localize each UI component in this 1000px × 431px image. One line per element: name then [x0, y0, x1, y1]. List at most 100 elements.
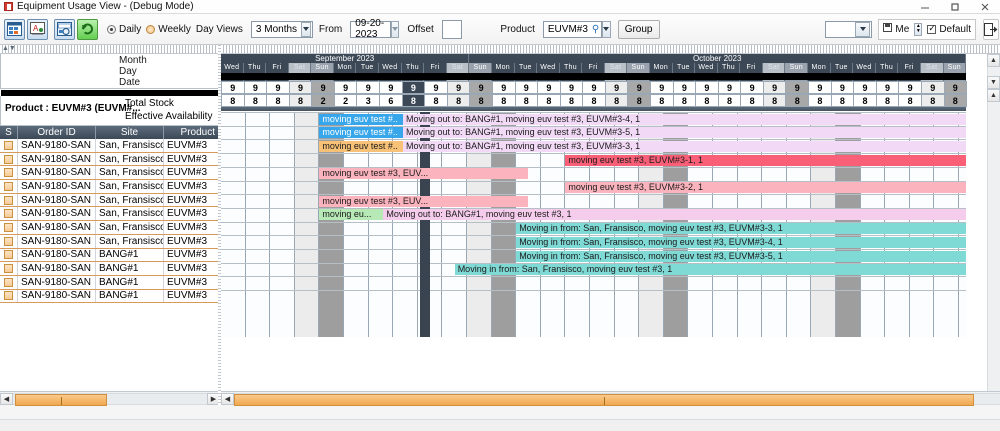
stock-cell[interactable]: 9 — [582, 81, 606, 94]
daily-radio[interactable]: Daily — [107, 24, 146, 35]
stock-cell[interactable]: 9 — [943, 81, 968, 94]
stock-cell[interactable]: 9 — [740, 81, 764, 94]
minimize-icon[interactable] — [910, 0, 940, 14]
gantt-bar[interactable]: moving euv test #.. — [319, 140, 404, 152]
row-select-cell[interactable] — [0, 180, 18, 193]
row-select-cell[interactable] — [0, 207, 18, 221]
stock-cell[interactable]: 9 — [627, 81, 651, 94]
vscroll-track-main[interactable] — [987, 102, 1000, 392]
table-row[interactable]: SAN-9180-SAN BANG#1 EUVM#3 — [0, 262, 219, 276]
product-input[interactable]: EUVM#3 ⚲ — [542, 20, 603, 38]
stock-cell[interactable]: 2 — [333, 94, 358, 107]
stock-cell[interactable]: 9 — [604, 81, 629, 94]
gantt-bar[interactable]: moving euv test #3, EUV... — [319, 168, 529, 180]
stock-cell[interactable]: 8 — [604, 94, 629, 107]
gantt-bar[interactable]: Moving out to: BANG#1, moving euv test #… — [403, 127, 966, 139]
stock-cell[interactable]: 8 — [221, 94, 245, 107]
gantt-bar[interactable]: Moving in from: San, Fransisco, moving e… — [454, 264, 966, 276]
left-scroll-thumb[interactable] — [15, 393, 107, 406]
stock-cell[interactable]: 9 — [401, 81, 426, 94]
stock-cell[interactable]: 8 — [514, 94, 539, 107]
stock-cell[interactable]: 6 — [379, 94, 403, 107]
pane-splitter[interactable] — [218, 45, 222, 405]
gantt-chart[interactable]: moving euv test #.. Moving out to: BANG#1… — [221, 112, 966, 337]
stock-cell[interactable]: 9 — [830, 81, 855, 94]
gantt-bar[interactable]: moving euv test #.. — [319, 127, 404, 139]
gantt-bar[interactable]: moving euv test #3, EUVM#3-2, 1 — [565, 182, 966, 193]
stock-cell[interactable]: 9 — [808, 81, 832, 94]
right-scroll-track[interactable] — [234, 392, 1000, 406]
scroll-left-icon[interactable]: ◀ — [0, 392, 13, 405]
right-horizontal-scrollbar[interactable]: ◀ — [221, 391, 1000, 406]
stock-cell[interactable]: 8 — [717, 94, 742, 107]
gantt-bar[interactable]: moving euv test #3, EUVM#3-1, 1 — [565, 154, 966, 166]
row-select-cell[interactable] — [0, 152, 18, 166]
stock-cell[interactable]: 8 — [649, 94, 674, 107]
stock-cell[interactable]: 8 — [446, 94, 471, 107]
restore-icon[interactable] — [940, 0, 970, 14]
row-select-cell[interactable] — [0, 166, 18, 180]
table-row[interactable]: SAN-9180-SAN San, Fransisco EUVM#3 — [0, 193, 219, 208]
column-header-site[interactable]: Site — [96, 126, 164, 139]
close-icon[interactable] — [970, 0, 1000, 14]
me-spinner[interactable]: ▲ ▼ — [914, 22, 923, 36]
view-select[interactable] — [824, 20, 873, 38]
stock-cell[interactable]: 9 — [717, 81, 742, 94]
stock-cell[interactable]: 9 — [446, 81, 471, 94]
left-scroll-track[interactable] — [13, 392, 207, 406]
table-row[interactable]: SAN-9180-SAN San, Fransisco EUVM#3 — [0, 152, 219, 167]
stock-cell[interactable]: 8 — [491, 94, 516, 107]
export-icon[interactable] — [983, 18, 999, 40]
scroll-right-icon[interactable]: ▶ — [207, 392, 220, 405]
stock-cell[interactable]: 8 — [785, 94, 810, 107]
gantt-bar[interactable]: Moving out to: BANG#1, moving euv test #… — [403, 140, 966, 152]
stock-cell[interactable]: 9 — [379, 81, 403, 94]
stock-cell[interactable]: 8 — [898, 94, 922, 107]
offset-input[interactable] — [441, 19, 463, 39]
table-row[interactable]: SAN-9180-SAN San, Fransisco EUVM#3 — [0, 180, 219, 194]
stock-cell[interactable]: 8 — [830, 94, 855, 107]
scroll-down-icon-top[interactable]: ▼ — [987, 76, 1000, 89]
table-row[interactable]: SAN-9180-SAN San, Fransisco EUVM#3 — [0, 207, 219, 222]
stock-cell[interactable]: 8 — [920, 94, 945, 107]
stock-cell[interactable]: 8 — [672, 94, 697, 107]
stock-cell[interactable]: 9 — [649, 81, 674, 94]
weekly-radio[interactable]: Weekly — [146, 24, 196, 35]
stock-cell[interactable]: 9 — [537, 81, 561, 94]
stock-cell[interactable]: 9 — [920, 81, 945, 94]
stock-cell[interactable]: 9 — [243, 81, 268, 94]
table-row[interactable]: SAN-9180-SAN San, Fransisco EUVM#3 — [0, 166, 219, 181]
row-select-cell[interactable] — [0, 248, 18, 262]
stock-cell[interactable]: 9 — [559, 81, 584, 94]
column-header-product[interactable]: Product — [164, 126, 219, 139]
stock-cell[interactable]: 9 — [785, 81, 810, 94]
stock-cell[interactable]: 9 — [853, 81, 877, 94]
row-select-cell[interactable] — [0, 221, 18, 234]
stock-cell[interactable]: 3 — [356, 94, 381, 107]
default-checkbox[interactable] — [927, 23, 937, 34]
stock-cell[interactable]: 8 — [424, 94, 448, 107]
stock-cell[interactable]: 8 — [537, 94, 561, 107]
stock-cell[interactable]: 9 — [356, 81, 381, 94]
stock-cell[interactable]: 9 — [898, 81, 922, 94]
stock-cell[interactable]: 9 — [333, 81, 358, 94]
refresh-icon[interactable] — [77, 18, 98, 40]
stock-cell[interactable]: 8 — [808, 94, 832, 107]
gantt-bar[interactable]: Moving in from: San, Fransisco, moving e… — [516, 250, 966, 262]
stock-cell[interactable]: 9 — [288, 81, 313, 94]
save-icon[interactable] — [883, 23, 893, 35]
stock-cell[interactable]: 8 — [627, 94, 651, 107]
column-header-s[interactable]: S — [0, 126, 18, 139]
stock-cell[interactable]: 8 — [762, 94, 787, 107]
range-select[interactable]: 3 Months — [250, 20, 313, 38]
gantt-bar[interactable]: moving euv test #3, EUV... — [319, 195, 529, 207]
right-scroll-thumb[interactable] — [234, 393, 974, 406]
table-row[interactable]: SAN-9180-SAN BANG#1 EUVM#3 — [0, 248, 219, 263]
stock-cell[interactable]: 9 — [424, 81, 448, 94]
search-icon[interactable]: ⚲ — [591, 23, 600, 35]
product-dropdown-icon[interactable] — [602, 20, 611, 38]
stock-cell[interactable]: 9 — [762, 81, 787, 94]
annotate-icon[interactable]: A — [27, 18, 48, 40]
row-select-cell[interactable] — [0, 234, 18, 248]
stock-cell[interactable]: 8 — [582, 94, 606, 107]
